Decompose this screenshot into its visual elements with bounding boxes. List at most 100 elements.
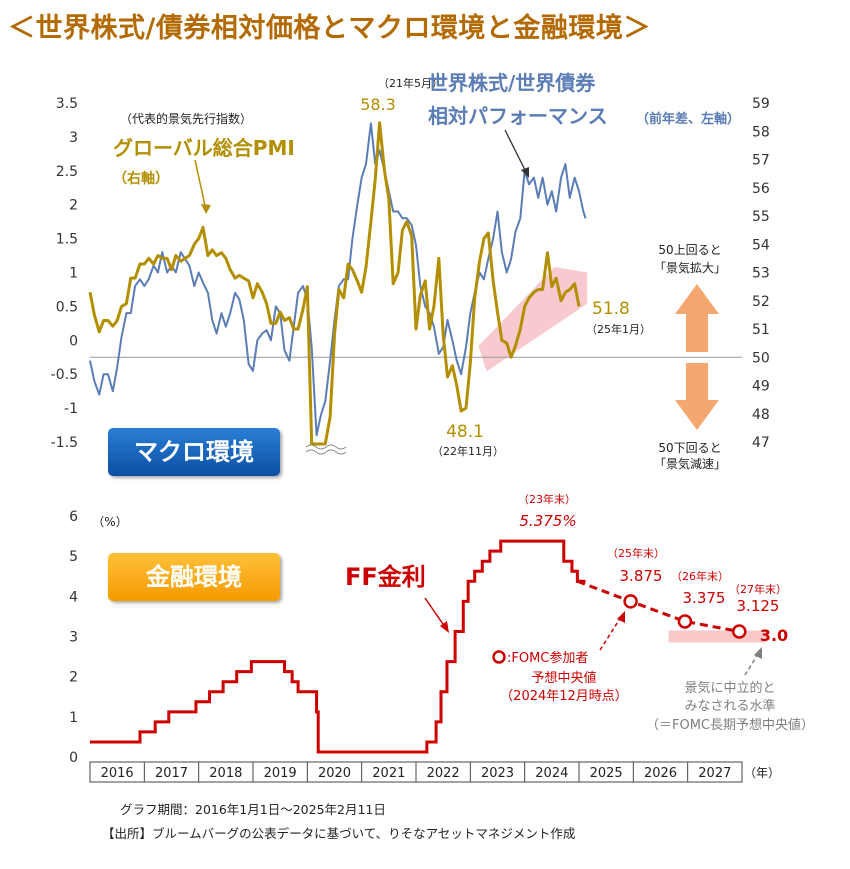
ff-axis-tick: 6 [69, 509, 78, 525]
chart-title: ＜世界株式/債券相対価格とマクロ環境と金融環境＞ [8, 13, 651, 44]
expansion-label-2: 「景気拡大」 [654, 260, 726, 275]
right-axis-tick: 48 [752, 407, 770, 423]
neutral-rate-band [668, 630, 767, 643]
fomc-legend-3: （2024年12月時点） [500, 689, 628, 704]
year-axis-unit: （年） [744, 766, 780, 780]
end27-note: （27年末） [729, 582, 787, 596]
year-axis-label: 2026 [644, 766, 677, 781]
contraction-arrow [675, 363, 719, 430]
year-axis-label: 2022 [427, 766, 460, 781]
year-axis-label: 2023 [481, 766, 514, 781]
pmi-leader-line [194, 159, 207, 211]
right-axis-tick: 57 [752, 153, 770, 169]
neutral-note-1: 景気に中立的と [684, 680, 775, 696]
left-axis-tick: -1 [64, 401, 78, 417]
series-pmi [88, 121, 581, 446]
end26-note: （26年末） [671, 569, 729, 583]
end27-value: 3.125 [737, 597, 780, 615]
left-axis-tick: 3.5 [56, 96, 78, 112]
right-axis-tick: 54 [752, 237, 770, 253]
macro-environment-badge: マクロ環境 [108, 428, 280, 476]
ff-axis-tick: 5 [69, 549, 78, 565]
fomc-projection-point [732, 624, 747, 639]
relperf-leader-line [504, 129, 527, 173]
pmi-legend-name: グローバル総合PMI [113, 136, 295, 160]
neutral-leader-arrowhead [754, 647, 762, 659]
left-axis-tick: 0 [69, 333, 78, 349]
relperf-legend-name1: 世界株式/世界債券 [428, 71, 596, 95]
series-ff-rate [90, 539, 586, 754]
relperf-leader-arrowhead [521, 167, 529, 178]
year-axis-label: 2017 [155, 766, 188, 781]
left-axis-tick: -0.5 [51, 367, 78, 383]
left-axis-tick: 3 [69, 130, 78, 146]
year-axis-label: 2021 [372, 766, 405, 781]
pmi-legend-axis: （右軸） [113, 170, 169, 187]
left-axis-tick: 0.5 [56, 299, 78, 315]
ff-axis-unit: （%） [92, 515, 127, 529]
left-axis-tick: 2 [69, 198, 78, 214]
neutral-leader-line [744, 653, 759, 676]
left-axis-tick: 1.5 [56, 232, 78, 248]
right-axis-tick: 50 [752, 350, 770, 366]
pmi-trough-note: （22年11月） [432, 444, 504, 458]
end25-note: （25年末） [607, 546, 665, 560]
ff-axis-tick: 1 [69, 710, 78, 726]
neutral-value: 3.0 [760, 626, 788, 645]
right-axis-tick: 59 [752, 96, 770, 112]
year-axis-label: 2025 [590, 766, 623, 781]
right-axis-tick: 52 [752, 294, 770, 310]
right-axis-tick: 58 [752, 124, 770, 140]
expansion-arrow [675, 284, 719, 352]
axis-break-mark [305, 444, 347, 455]
ff-axis-tick: 0 [69, 750, 78, 766]
contraction-label-2: 「景気減速」 [654, 456, 726, 471]
left-axis-tick: 1 [69, 266, 78, 282]
ff-leader-arrowhead [440, 621, 449, 633]
pmi-trough-value: 48.1 [446, 422, 484, 442]
right-axis-tick: 47 [752, 435, 770, 451]
ff-axis-tick: 2 [69, 670, 78, 686]
contraction-label-1: 50下回ると [658, 441, 721, 455]
ff-leader-line [424, 597, 446, 628]
fomc-legend-2: 予想中央値 [531, 670, 596, 686]
series-fomc-projection [576, 579, 740, 633]
year-axis-label: 2027 [698, 766, 731, 781]
fomc-legend-1: :FOMC参加者 [507, 650, 588, 666]
pmi-leader-arrowhead [201, 204, 211, 214]
fomc-leader-arrowhead [617, 611, 625, 623]
fomc-leader-line [599, 616, 622, 651]
pmi-peak-value: 58.3 [360, 95, 396, 114]
graph-period-note: グラフ期間：2016年1月1日～2025年2月11日 [120, 802, 386, 817]
relperf-legend-name2: 相対パフォーマンス [428, 104, 608, 128]
source-note: 【出所】ブルームバーグの公表データに基づいて、りそなアセットマネジメント作成 [102, 826, 576, 841]
end26-value: 3.375 [683, 589, 726, 607]
expansion-label-1: 50上回ると [658, 243, 721, 257]
pmi-description: （代表的景気先行指数） [120, 111, 252, 126]
right-axis-tick: 51 [752, 322, 770, 338]
year-axis-label: 2020 [318, 766, 351, 781]
ff-axis-tick: 3 [69, 630, 78, 646]
right-axis-tick: 55 [752, 209, 770, 225]
year-axis-label: 2019 [264, 766, 297, 781]
fomc-legend-marker [492, 650, 506, 664]
end25-value: 3.875 [620, 567, 663, 585]
ff-series-name: FF金利 [345, 563, 426, 591]
end23-value: 5.375% [519, 512, 576, 530]
pmi-peak-note: （21年5月） [378, 76, 443, 90]
left-axis-tick: 2.5 [56, 164, 78, 180]
right-axis-tick: 56 [752, 181, 770, 197]
right-axis-tick: 53 [752, 266, 770, 282]
neutral-note-2: みなされる水準 [684, 698, 775, 714]
year-axis-label: 2024 [535, 766, 568, 781]
pmi-last-note: （25年1月） [586, 322, 651, 336]
left-axis-tick: -1.5 [51, 435, 78, 451]
right-axis-tick: 49 [752, 379, 770, 395]
ff-axis-tick: 4 [69, 589, 78, 605]
relperf-legend-axis: （前年差、左軸） [636, 111, 740, 127]
financial-environment-badge: 金融環境 [108, 553, 280, 601]
neutral-note-3: （＝FOMC長期予想中央値） [646, 717, 814, 733]
end23-note: （23年末） [518, 492, 576, 506]
year-axis-label: 2018 [209, 766, 242, 781]
